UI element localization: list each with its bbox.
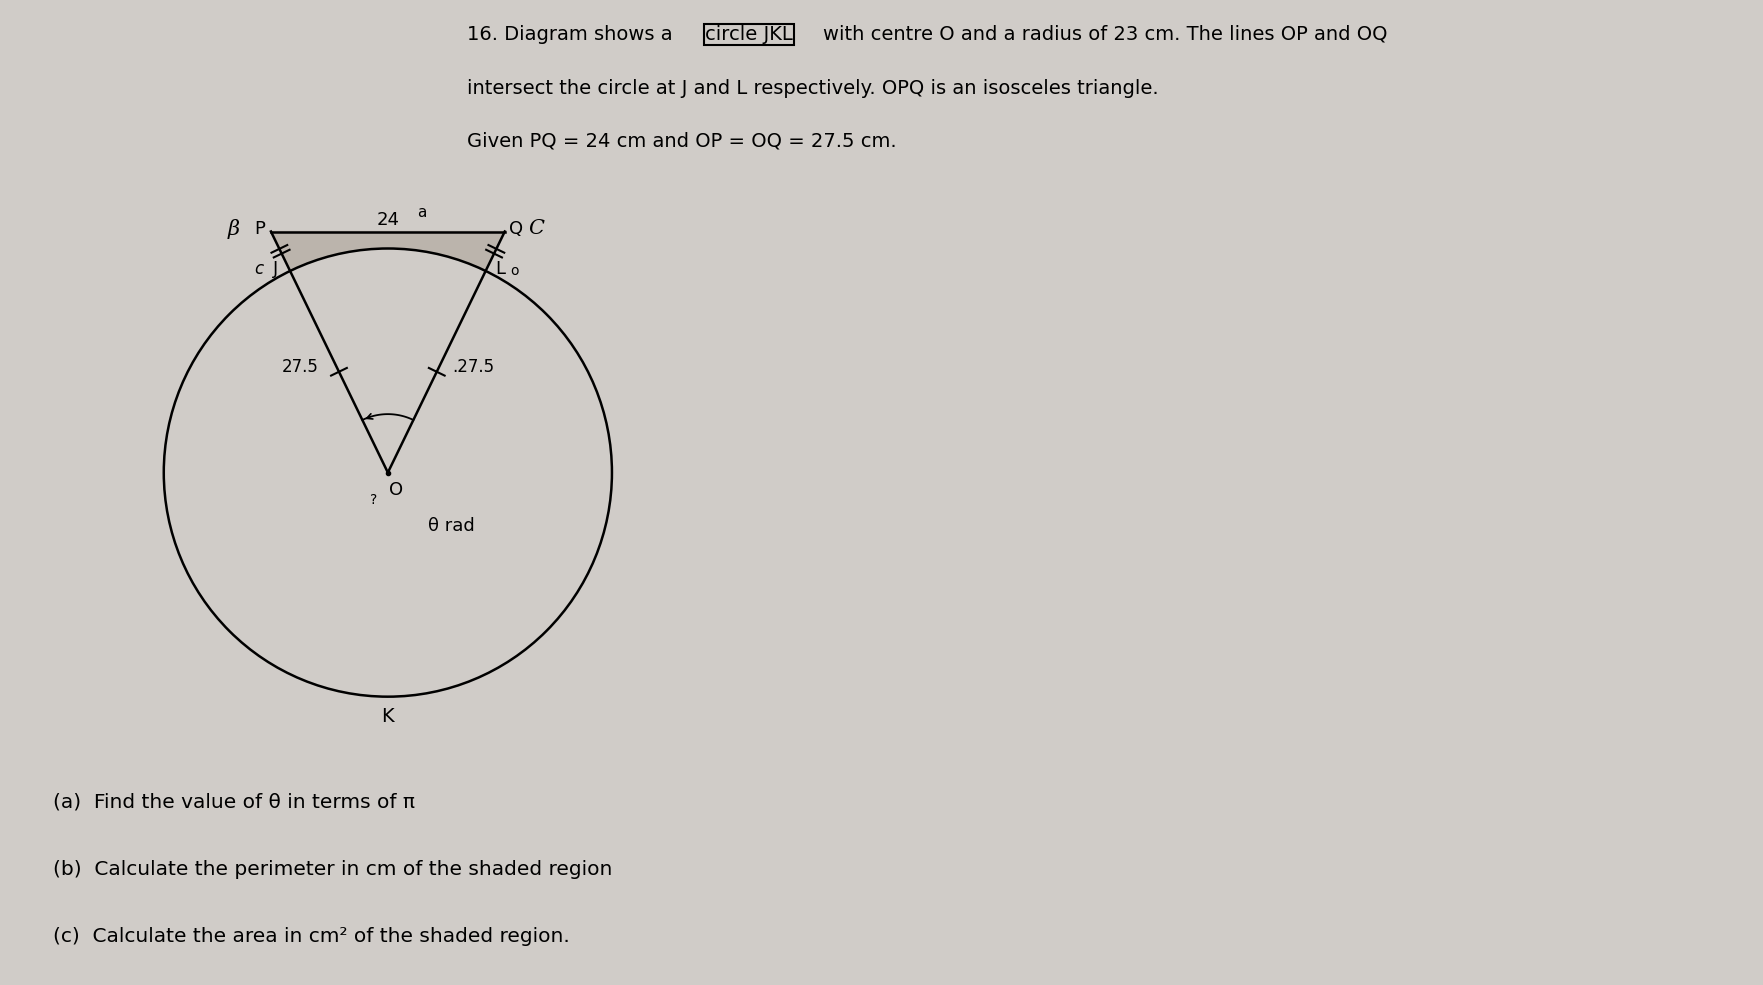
Text: (c)  Calculate the area in cm² of the shaded region.: (c) Calculate the area in cm² of the sha… — [53, 927, 569, 946]
Text: O: O — [388, 481, 402, 499]
Text: Given PQ = 24 cm and OP = OQ = 27.5 cm.: Given PQ = 24 cm and OP = OQ = 27.5 cm. — [467, 131, 897, 150]
Text: a: a — [418, 205, 427, 220]
Text: circle JKL: circle JKL — [705, 25, 793, 43]
Text: .27.5: .27.5 — [453, 358, 495, 376]
Text: C: C — [527, 219, 545, 238]
Text: L: L — [495, 260, 506, 278]
Text: J: J — [273, 260, 279, 278]
Text: (b)  Calculate the perimeter in cm of the shaded region: (b) Calculate the perimeter in cm of the… — [53, 860, 612, 879]
Polygon shape — [272, 231, 504, 271]
Text: c: c — [254, 260, 263, 278]
Text: 27.5: 27.5 — [282, 358, 319, 376]
Text: θ rad: θ rad — [428, 517, 474, 535]
Text: (a)  Find the value of θ in terms of π: (a) Find the value of θ in terms of π — [53, 793, 414, 812]
Text: with centre O and a radius of 23 cm. The lines OP and OQ: with centre O and a radius of 23 cm. The… — [823, 25, 1387, 43]
Text: P: P — [254, 220, 264, 237]
Text: β: β — [227, 219, 240, 238]
Text: 24: 24 — [376, 211, 400, 229]
Text: ?: ? — [370, 492, 377, 507]
Text: Q: Q — [510, 220, 524, 237]
Text: 16. Diagram shows a: 16. Diagram shows a — [467, 25, 673, 43]
Text: o: o — [511, 264, 518, 278]
Text: K: K — [381, 706, 395, 726]
Text: intersect the circle at J and L respectively. OPQ is an isosceles triangle.: intersect the circle at J and L respecti… — [467, 79, 1158, 98]
